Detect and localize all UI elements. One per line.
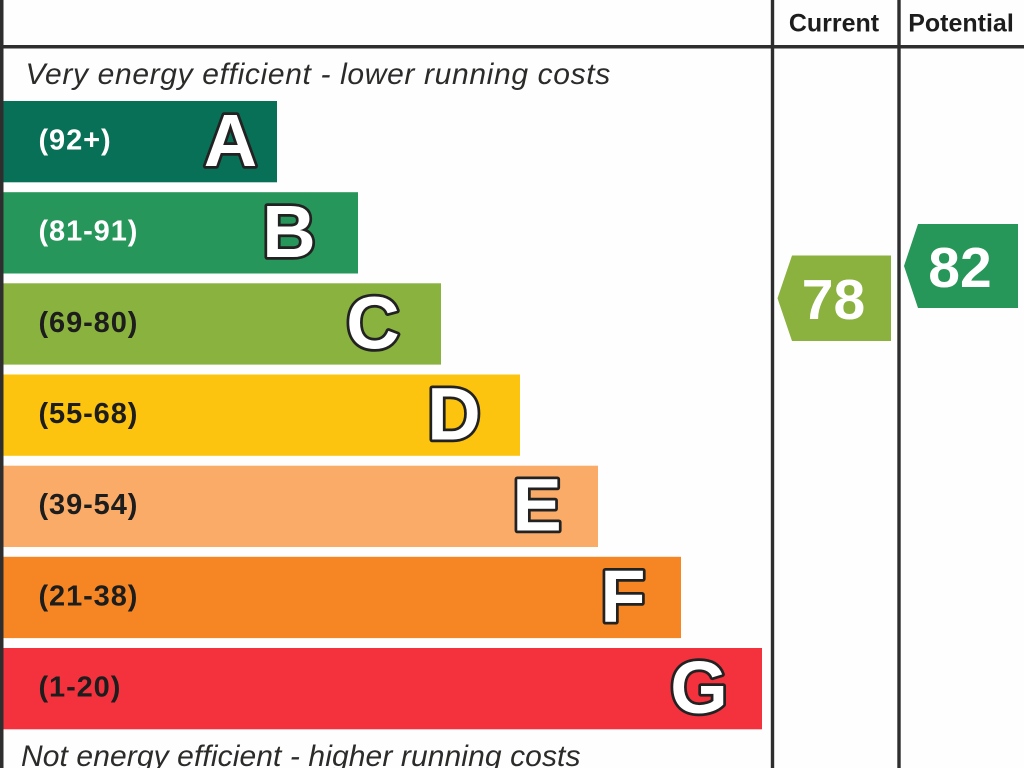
svg-text:Potential: Potential [908,10,1014,38]
svg-text:(92+): (92+) [39,125,112,157]
svg-text:(39-54): (39-54) [39,489,139,521]
svg-text:78: 78 [802,268,865,332]
svg-text:B: B [262,190,315,273]
svg-text:(55-68): (55-68) [39,398,139,430]
svg-text:82: 82 [928,236,991,300]
svg-text:(69-80): (69-80) [39,307,139,339]
svg-text:D: D [427,373,480,456]
svg-text:(81-91): (81-91) [39,216,139,248]
svg-text:F: F [600,555,645,638]
svg-text:C: C [346,281,399,364]
svg-text:Current: Current [789,10,880,38]
svg-text:Very energy efficient - lower: Very energy efficient - lower running co… [26,58,611,91]
svg-text:Not energy efficient - higher: Not energy efficient - higher running co… [21,740,581,768]
svg-text:(1-20): (1-20) [39,672,122,704]
svg-text:E: E [512,464,561,547]
svg-text:A: A [204,99,257,182]
svg-text:(21-38): (21-38) [39,580,139,612]
svg-text:G: G [670,646,728,729]
